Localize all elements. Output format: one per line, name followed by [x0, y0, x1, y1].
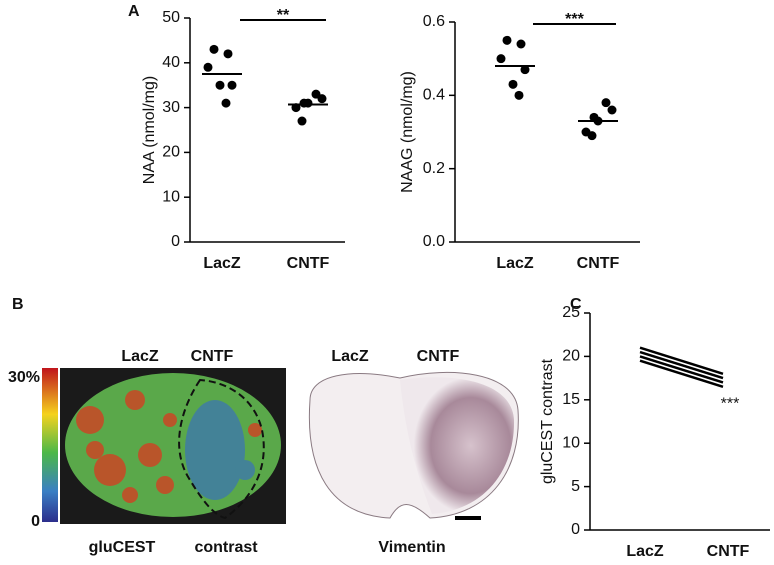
dot — [508, 79, 518, 89]
y-tick-label: 20 — [562, 348, 580, 365]
y-tick-label: 0 — [571, 521, 580, 538]
colorbar-label: 0 — [31, 513, 40, 530]
x-tick-label: LacZ — [203, 255, 241, 272]
dot — [587, 131, 597, 141]
x-tick-label: CNTF — [707, 543, 750, 560]
heatmap-cool — [185, 400, 255, 500]
dot — [502, 35, 512, 45]
heatmap-caption: contrast — [194, 539, 258, 556]
significance: *** — [721, 395, 740, 412]
dot — [520, 65, 530, 75]
colorbar-label: 30% — [8, 369, 40, 386]
x-tick-label: CNTF — [287, 255, 330, 272]
y-tick-label: 0.2 — [423, 160, 445, 177]
y-tick-label: 10 — [162, 188, 180, 205]
stain-label: LacZ — [331, 348, 369, 365]
line — [639, 346, 724, 375]
stain-label: CNTF — [417, 348, 460, 365]
y-tick-label: 0 — [171, 233, 180, 250]
line — [639, 359, 724, 388]
y-tick-label: 25 — [562, 304, 580, 321]
dot — [303, 98, 313, 108]
panel-label: B — [12, 296, 24, 313]
dot — [203, 62, 213, 72]
heatmap-label: CNTF — [191, 348, 234, 365]
dot — [601, 98, 611, 108]
heatmap-caption: gluCEST — [89, 539, 156, 556]
y-axis-label: gluCEST contrast — [539, 358, 556, 484]
heatmap-hotspots — [76, 390, 262, 503]
dot — [514, 90, 524, 100]
dot — [496, 54, 506, 64]
y-tick-label: 0.4 — [423, 87, 445, 104]
y-axis-label: NAA (nmol/mg) — [141, 76, 158, 184]
stain-region — [400, 377, 515, 514]
dot — [516, 39, 526, 49]
dot — [297, 116, 307, 126]
panel-label: C — [570, 296, 582, 313]
y-tick-label: 0.6 — [423, 13, 445, 30]
colorbar — [42, 368, 58, 522]
y-axis-label: NAAG (nmol/mg) — [399, 71, 416, 193]
x-tick-label: CNTF — [577, 255, 620, 272]
y-tick-label: 50 — [162, 9, 180, 26]
significance: *** — [565, 11, 584, 28]
y-tick-label: 0.0 — [423, 233, 445, 250]
heatmap-label: LacZ — [121, 348, 159, 365]
dot — [227, 80, 237, 90]
stain-caption: Vimentin — [378, 539, 445, 556]
line — [639, 355, 724, 384]
panel-label: A — [128, 3, 140, 20]
panel-b-text: B LacZ CNTF 30% 0 gluCEST contrast LacZ … — [8, 296, 460, 556]
dot — [317, 94, 327, 104]
x-tick-label: LacZ — [496, 255, 534, 272]
dot — [607, 105, 617, 115]
roi-outline — [178, 378, 265, 520]
x-tick-label: LacZ — [626, 543, 664, 560]
y-tick-label: 40 — [162, 54, 180, 71]
y-tick-label: 5 — [571, 478, 580, 495]
dot — [223, 49, 233, 59]
panel-b-images — [42, 368, 519, 524]
y-tick-label: 10 — [562, 434, 580, 451]
dot — [221, 98, 231, 108]
dot — [215, 80, 225, 90]
line — [639, 350, 724, 380]
y-tick-label: 30 — [162, 99, 180, 116]
y-tick-label: 20 — [162, 144, 180, 161]
significance: ** — [277, 7, 290, 24]
dot — [209, 44, 219, 54]
y-tick-label: 15 — [562, 391, 580, 408]
